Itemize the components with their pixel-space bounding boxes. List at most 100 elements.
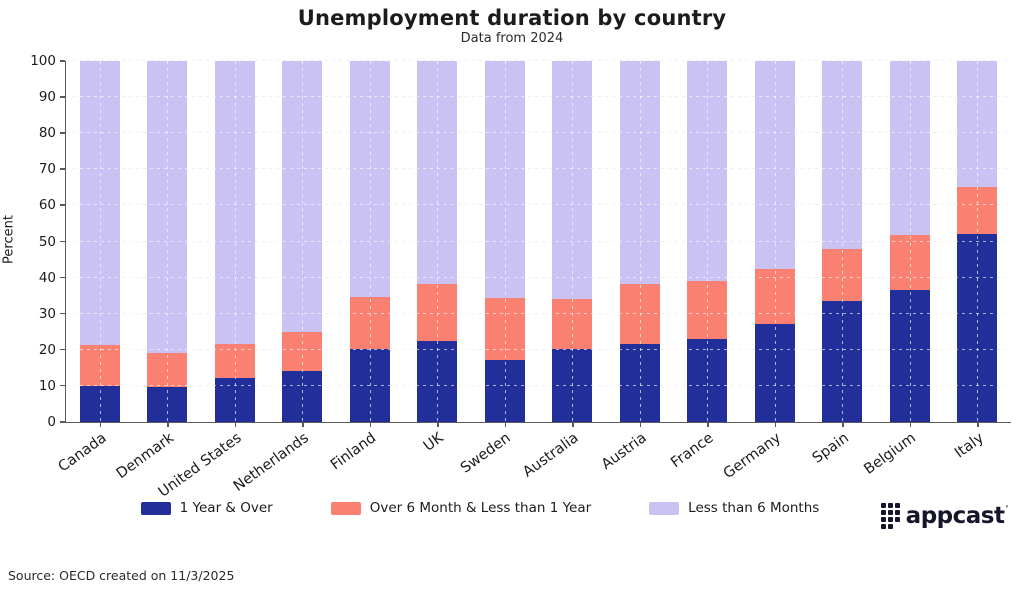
- bar-segment: [754, 268, 795, 324]
- x-tick: [234, 422, 237, 427]
- x-tick: [909, 422, 912, 427]
- stacked-bar-australia: [552, 61, 593, 422]
- bar-segment: [417, 283, 458, 342]
- bar-segment: [957, 187, 998, 235]
- logo-dot: [887, 510, 893, 515]
- bar-segment: [79, 385, 120, 422]
- bar-segment: [687, 338, 728, 422]
- bar-slot-uk: UK: [404, 61, 472, 455]
- y-tick-label-80: 80: [38, 125, 56, 142]
- x-tick-label-australia: Australia: [520, 430, 582, 481]
- bar-segment: [822, 61, 863, 249]
- bar-segment: [957, 234, 998, 422]
- bar-segment: [754, 61, 795, 269]
- bar-segment: [687, 61, 728, 282]
- logo-dot: [894, 503, 900, 508]
- y-tick-40: [60, 276, 65, 279]
- x-tick: [977, 422, 979, 427]
- x-tick: [302, 422, 304, 427]
- x-tick-label-france: France: [668, 430, 717, 472]
- stacked-bar-italy: [957, 61, 998, 422]
- y-tick-50: [60, 240, 65, 242]
- y-axis-label: Percent: [1, 215, 17, 264]
- legend-swatch-icon: [649, 501, 680, 515]
- appcast-logo-dots-icon: [880, 503, 900, 529]
- x-tick-label-denmark: Denmark: [113, 430, 177, 483]
- stacked-bar-netherlands: [282, 61, 323, 422]
- x-tick-label-belgium: Belgium: [861, 430, 920, 478]
- stacked-bar-denmark: [147, 61, 188, 422]
- logo-dot: [887, 517, 893, 522]
- legend-item-less-than-6-months: Less than 6 Months: [649, 500, 819, 516]
- logo-dot: [894, 510, 900, 515]
- x-tick-label-uk: UK: [420, 430, 447, 455]
- stacked-bar-belgium: [889, 61, 930, 422]
- x-tick: [437, 422, 439, 427]
- bar-segment: [282, 332, 323, 371]
- bar-segment: [552, 298, 593, 350]
- bar-slot-france: France: [668, 61, 742, 471]
- bar-segment: [147, 352, 188, 388]
- bar-segment: [822, 301, 863, 422]
- bar-segment: [889, 61, 930, 235]
- logo-dot: [887, 524, 893, 529]
- y-tick-20: [60, 348, 65, 351]
- bar-segment: [349, 349, 390, 422]
- bar-slot-germany: Germany: [721, 61, 809, 482]
- y-tick-label-100: 100: [30, 53, 56, 69]
- bar-segment: [417, 341, 458, 422]
- y-tick-10: [60, 384, 65, 387]
- y-tick-70: [60, 168, 65, 170]
- bar-slot-australia: Australia: [520, 61, 607, 481]
- y-tick-label-40: 40: [38, 269, 56, 286]
- x-tick-label-finland: Finland: [327, 430, 380, 474]
- bars-container: Canada Denmark United States Netherlands Fin…: [55, 61, 1012, 501]
- y-tick-100: [60, 60, 65, 62]
- x-tick: [99, 422, 102, 427]
- bar-slot-denmark: Denmark: [113, 61, 202, 482]
- bar-slot-italy: Italy: [944, 61, 1012, 461]
- bar-slot-netherlands: Netherlands: [231, 61, 337, 495]
- x-tick: [774, 422, 777, 427]
- x-tick: [842, 422, 844, 427]
- x-tick-label-sweden: Sweden: [458, 430, 515, 477]
- plot-area: Canada Denmark United States Netherlands Fin…: [30, 53, 1012, 501]
- stacked-bar-uk: [417, 61, 458, 422]
- y-tick-80: [60, 132, 65, 134]
- bar-segment: [889, 290, 930, 422]
- source-note: Source: OECD created on 11/3/2025: [8, 568, 235, 583]
- x-tick: [167, 422, 169, 427]
- bar-segment: [282, 370, 323, 422]
- stacked-bar-germany: [754, 61, 795, 422]
- x-tick: [572, 422, 574, 427]
- y-tick-label-30: 30: [38, 305, 56, 322]
- legend: 1 Year & Over Over 6 Month & Less than 1 …: [65, 500, 895, 516]
- x-tick-label-germany: Germany: [720, 430, 785, 483]
- bar-segment: [552, 61, 593, 299]
- y-tick-label-70: 70: [38, 161, 56, 178]
- stacked-bar-united-states: [214, 61, 255, 422]
- bar-segment: [147, 387, 188, 422]
- stacked-bar-france: [687, 61, 728, 422]
- chart-subtitle: Data from 2024: [460, 31, 564, 46]
- bar-segment: [484, 297, 525, 360]
- appcast-logo: appcastʹ: [880, 502, 1009, 529]
- bar-segment: [417, 61, 458, 284]
- stacked-bar-finland: [349, 61, 390, 422]
- bar-segment: [619, 344, 660, 422]
- x-tick-label-spain: Spain: [809, 430, 852, 467]
- bar-segment: [822, 248, 863, 302]
- legend-label: Less than 6 Months: [688, 500, 820, 516]
- legend-label: 1 Year & Over: [179, 500, 273, 516]
- bar-slot-austria: Austria: [598, 61, 674, 473]
- logo-dot: [880, 503, 886, 508]
- legend-label: Over 6 Month & Less than 1 Year: [369, 500, 592, 516]
- bar-slot-finland: Finland: [328, 61, 404, 473]
- appcast-logo-text: appcastʹ: [905, 502, 1009, 529]
- bar-segment: [619, 61, 660, 285]
- x-tick: [369, 422, 372, 427]
- x-tick: [504, 422, 507, 427]
- logo-dot: [894, 517, 900, 522]
- y-tick-label-50: 50: [38, 233, 56, 250]
